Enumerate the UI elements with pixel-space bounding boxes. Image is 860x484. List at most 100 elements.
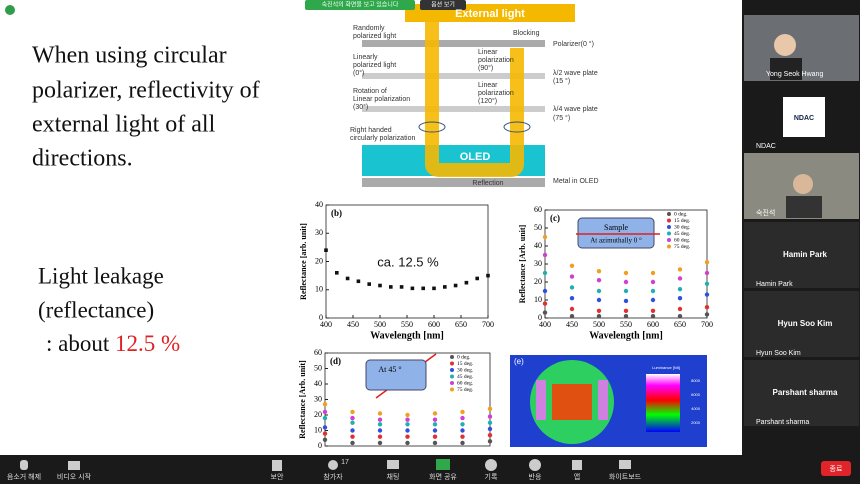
- video-tile: [744, 291, 859, 357]
- annotation: Sample: [604, 223, 628, 232]
- x-tick-label: 500: [593, 320, 605, 329]
- point: [405, 434, 410, 439]
- legend-swatch: [667, 231, 671, 236]
- video-tile: [744, 222, 859, 288]
- legend-swatch: [450, 387, 454, 392]
- person: [774, 34, 796, 56]
- label: λ/2 wave plate: [553, 70, 598, 77]
- annotation-box: [577, 217, 655, 249]
- point: [460, 434, 465, 439]
- participants-icon[interactable]: [328, 460, 338, 470]
- security-icon[interactable]: [272, 460, 282, 471]
- y-tick-label: 50: [314, 363, 322, 372]
- slide-text: When using circular: [32, 43, 227, 69]
- colorbar-label: 2000: [691, 420, 701, 425]
- point: [542, 288, 548, 294]
- point: [677, 306, 683, 312]
- toolbar-label[interactable]: 참가자: [323, 472, 343, 481]
- oled-label: OLED: [460, 151, 491, 163]
- legend-swatch: [667, 218, 671, 223]
- legend-label: 15 deg.: [457, 361, 474, 367]
- options-text[interactable]: 옵션 보기: [431, 1, 455, 9]
- whiteboard-icon[interactable]: [619, 460, 631, 469]
- toolbar-label[interactable]: 반응: [529, 472, 542, 481]
- toolbar-label[interactable]: 화이트보드: [609, 472, 642, 481]
- point: [453, 283, 458, 288]
- toolbar-label[interactable]: 화면 공유: [429, 472, 457, 481]
- annotation-box: [365, 359, 427, 391]
- options-button[interactable]: [420, 0, 466, 10]
- legend-swatch: [667, 238, 671, 242]
- point: [487, 406, 493, 411]
- y-tick-label: 0: [319, 313, 323, 322]
- video-icon[interactable]: [68, 461, 80, 470]
- circular-icon: [418, 121, 446, 133]
- point: [460, 422, 465, 427]
- point: [350, 415, 355, 421]
- toolbar-label[interactable]: 채팅: [387, 472, 400, 481]
- point: [677, 267, 683, 272]
- point: [704, 281, 710, 286]
- reactions-icon[interactable]: [529, 459, 541, 471]
- point: [345, 276, 350, 281]
- point: [650, 279, 656, 285]
- mic-icon[interactable]: [20, 460, 28, 470]
- toolbar-label[interactable]: 앱: [574, 473, 580, 481]
- toolbar-label[interactable]: 보안: [271, 472, 284, 481]
- point: [487, 432, 493, 438]
- point: [350, 440, 355, 446]
- legend-swatch: [450, 355, 454, 359]
- end-button[interactable]: [821, 461, 851, 476]
- y-tick-label: 20: [534, 277, 542, 286]
- record-icon[interactable]: [485, 459, 497, 471]
- point: [377, 440, 383, 446]
- point: [322, 415, 328, 421]
- point: [389, 285, 393, 289]
- label: (75 °): [553, 114, 570, 122]
- label: Rotation of: [353, 88, 387, 95]
- y-axis-label: Reflectance [Arb. unit]: [298, 360, 307, 439]
- point: [432, 417, 438, 422]
- point: [542, 310, 548, 315]
- point: [350, 434, 355, 439]
- y-tick-label: 50: [534, 223, 542, 232]
- colorbar-label: 4000: [691, 406, 701, 411]
- point: [487, 426, 493, 432]
- legend-label: 0 deg.: [674, 211, 688, 217]
- legend-label: 60 deg.: [457, 380, 474, 386]
- heatmap-center: [552, 384, 592, 420]
- point: [378, 283, 382, 288]
- y-tick-label: 30: [315, 228, 323, 237]
- heatmap-lobe: [536, 380, 546, 420]
- point: [623, 314, 629, 319]
- slide-text: polarizer, reflectivity of: [32, 78, 260, 104]
- label: circularly polarization: [350, 135, 415, 142]
- colorbar-label: 6000: [691, 392, 701, 397]
- point: [350, 409, 355, 415]
- toolbar-label[interactable]: 비디오 시작: [57, 472, 92, 481]
- point: [650, 270, 656, 276]
- person: [770, 58, 802, 80]
- point: [542, 301, 548, 306]
- panel-label: (c): [550, 213, 560, 223]
- toolbar-label[interactable]: 기록: [485, 472, 498, 481]
- point: [324, 248, 328, 252]
- point: [542, 252, 548, 258]
- colorbar-title: Luminance [Nit]: [652, 365, 680, 370]
- chat-icon[interactable]: [387, 460, 399, 469]
- legend-swatch: [667, 212, 671, 216]
- participant-name: Parshant sharma: [756, 419, 809, 426]
- label: Polarizer(0 °): [553, 40, 594, 48]
- point: [650, 314, 656, 319]
- x-tick-label: 400: [320, 320, 332, 329]
- end-label[interactable]: 종료: [830, 465, 843, 473]
- participant-count: 17: [341, 459, 349, 466]
- toolbar-label[interactable]: 음소거 해제: [7, 472, 41, 481]
- point: [405, 428, 410, 433]
- slide-text: directions.: [32, 146, 133, 172]
- share-icon[interactable]: [436, 459, 450, 470]
- apps-icon[interactable]: [572, 460, 582, 470]
- point: [432, 434, 438, 439]
- colorbar: [646, 374, 680, 432]
- y-tick-label: 0: [318, 441, 322, 450]
